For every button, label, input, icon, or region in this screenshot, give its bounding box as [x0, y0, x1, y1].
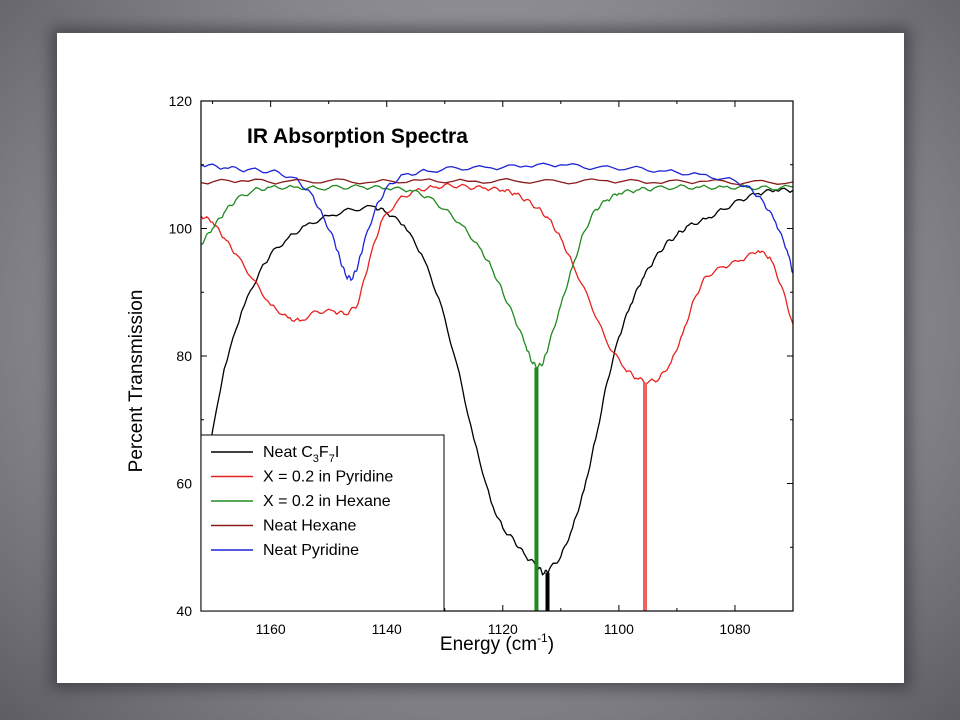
x-axis-title-suffix: )	[548, 634, 554, 655]
y-tick-label: 100	[169, 221, 193, 237]
x-axis-title-sup: -1	[537, 631, 548, 645]
x-tick-label: 1120	[488, 621, 518, 637]
legend-label-part: F	[319, 444, 329, 461]
x-tick-label: 1100	[604, 621, 634, 637]
slide: IR Absorption Spectra 1160 1140 1120 1100 10…	[57, 33, 904, 683]
legend: Neat C3F7I X = 0.2 in Pyridine X = 0.2 in …	[200, 434, 445, 612]
chart-title: IR Absorption Spectra	[247, 125, 468, 148]
legend-label-part: Neat C	[263, 444, 313, 461]
x-tick-label: 1160	[256, 621, 286, 637]
legend-label-3: X = 0.2 in Hexane	[263, 493, 391, 510]
legend-label-4: Neat Hexane	[263, 518, 356, 535]
legend-label-2: X = 0.2 in Pyridine	[263, 469, 393, 486]
y-tick-label: 60	[176, 476, 192, 492]
series-line-3	[201, 184, 793, 371]
x-tick-label: 1140	[372, 621, 402, 637]
legend-label-part: 3	[313, 453, 319, 465]
y-axis-title: Percent Transmission	[126, 290, 147, 473]
legend-label-part: 7	[329, 453, 335, 465]
axis-layer: 1160 1140 1120 1100 1080 40 60 80 100 120	[169, 93, 794, 637]
ir-spectra-chart: IR Absorption Spectra 1160 1140 1120 1100 10…	[126, 93, 794, 655]
marker-layer	[534, 367, 647, 611]
x-tick-label: 1080	[719, 621, 750, 637]
y-tick-label: 80	[176, 348, 192, 364]
x-axis-title-text: Energy (cm	[440, 634, 537, 655]
y-tick-label: 120	[169, 93, 193, 109]
series-line-2	[201, 182, 793, 386]
legend-label-part: I	[335, 444, 339, 461]
y-tick-label: 40	[176, 603, 192, 619]
series-line-5	[201, 162, 793, 282]
legend-label-5: Neat Pyridine	[263, 542, 359, 559]
legend-label-1: Neat C3F7I	[263, 444, 339, 465]
series-line-4	[201, 177, 793, 186]
legend-box	[200, 434, 445, 612]
x-axis-title: Energy (cm-1)	[440, 631, 554, 655]
